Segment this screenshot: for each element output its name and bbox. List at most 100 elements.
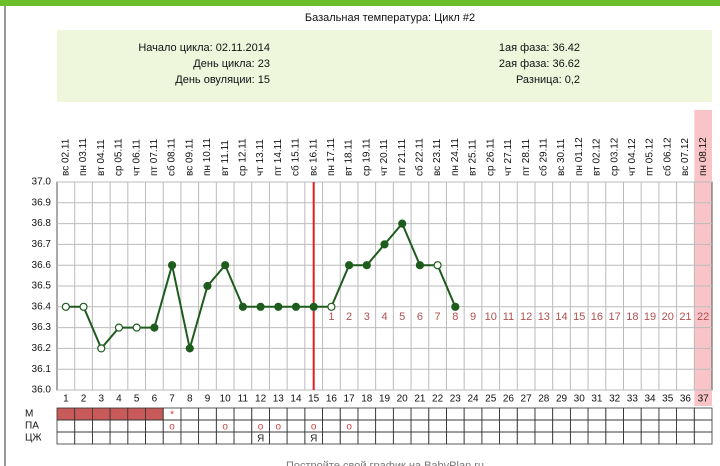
date-label: вс 02.11 <box>60 138 71 176</box>
date-label: чт 20.11 <box>379 139 390 176</box>
x-tick-label: 30 <box>574 394 586 405</box>
date-label: пт 05.12 <box>645 138 656 176</box>
y-tick-label: 36.5 <box>32 281 52 292</box>
footer: Постройте свой график на BabyPlan.ru <box>286 460 484 466</box>
row-cell <box>676 419 695 433</box>
post-ovulation-day: 15 <box>573 311 585 323</box>
date-label: ср 05.11 <box>114 138 125 176</box>
row-cell <box>357 407 377 421</box>
temperature-point <box>97 344 106 353</box>
row-cell <box>534 407 554 421</box>
date-label: вт 02.12 <box>592 138 603 176</box>
x-tick-label: 34 <box>644 394 656 405</box>
row-cell <box>92 431 111 445</box>
row-cell <box>463 407 483 421</box>
row-cell <box>233 407 253 421</box>
row-cell <box>233 431 253 445</box>
info-right: Разница: 0,2 <box>516 74 580 86</box>
row-cell <box>56 407 76 421</box>
temperature-point <box>309 302 318 311</box>
x-tick-label: 10 <box>220 394 232 405</box>
post-ovulation-day: 7 <box>435 311 441 323</box>
post-ovulation-day: 3 <box>364 311 370 323</box>
row-mark: * <box>170 410 174 421</box>
row-cell <box>499 419 518 433</box>
post-ovulation-day: 12 <box>520 311 532 323</box>
row-cell <box>375 431 394 445</box>
x-tick-label: 37 <box>698 394 710 405</box>
row-cell <box>339 407 359 421</box>
date-label: чт 27.11 <box>503 139 514 176</box>
row-cell <box>569 431 589 445</box>
x-tick-label: 17 <box>344 394 356 405</box>
date-label: пн 01.12 <box>574 137 585 176</box>
temperature-point <box>132 323 141 332</box>
row-cell <box>109 407 129 421</box>
post-ovulation-day: 19 <box>644 311 656 323</box>
row-mark: о <box>276 422 282 433</box>
row-cell <box>446 431 465 445</box>
x-tick-label: 7 <box>169 394 175 405</box>
row-cell <box>463 431 483 445</box>
row-cell <box>127 431 146 445</box>
x-tick-label: 33 <box>627 394 639 405</box>
date-label: вс 23.11 <box>432 138 443 176</box>
row-cell <box>127 407 146 421</box>
row-cell <box>499 407 518 421</box>
row-cell <box>446 419 465 433</box>
row-cell <box>428 419 447 433</box>
post-ovulation-day: 16 <box>591 311 603 323</box>
temperature-point <box>61 302 70 311</box>
date-label: чт 06.11 <box>131 139 142 176</box>
temperature-point <box>79 302 88 311</box>
x-tick-label: 11 <box>238 394 249 405</box>
temperature-point <box>150 323 159 332</box>
chart-title: Базальная температура: Цикл #2 <box>305 12 475 24</box>
row-cell <box>127 419 146 433</box>
date-label: сб 15.11 <box>290 138 302 176</box>
row-mark: Я <box>257 434 264 445</box>
row-cell <box>251 407 270 421</box>
row-cell <box>109 431 129 445</box>
row-cell <box>392 419 412 433</box>
x-tick-label: 29 <box>556 394 568 405</box>
highlight-column <box>694 110 712 406</box>
date-label: пн 08.12 <box>698 137 709 176</box>
row-label: ПА <box>25 421 39 432</box>
row-cell <box>375 419 394 433</box>
row-mark: о <box>346 422 352 433</box>
date-label: пн 17.11 <box>326 138 337 176</box>
x-tick-label: 2 <box>81 394 87 405</box>
post-ovulation-day: 14 <box>555 311 567 323</box>
x-tick-label: 22 <box>432 394 444 405</box>
info-left: День овуляции: 15 <box>175 74 270 86</box>
x-tick-label: 12 <box>255 394 267 405</box>
row-cell <box>215 431 235 445</box>
x-tick-label: 27 <box>521 394 533 405</box>
date-label: пт 07.11 <box>149 139 160 176</box>
post-ovulation-day: 9 <box>470 311 476 323</box>
date-label: ср 26.11 <box>485 138 496 176</box>
row-cell <box>322 419 341 433</box>
temperature-point <box>344 261 354 270</box>
row-cell <box>92 407 111 421</box>
temperature-point <box>362 261 371 270</box>
date-label: ср 19.11 <box>361 138 372 176</box>
row-cell <box>552 407 571 421</box>
row-cell <box>605 407 624 421</box>
date-label: сб 06.12 <box>661 137 673 176</box>
info-box <box>57 30 712 102</box>
x-tick-label: 3 <box>98 394 104 405</box>
row-cell <box>640 431 660 445</box>
row-cell <box>286 431 306 445</box>
y-tick-label: 36.1 <box>32 364 52 375</box>
row-cell <box>587 419 607 433</box>
row-cell <box>428 407 447 421</box>
row-cell <box>428 431 447 445</box>
post-ovulation-day: 21 <box>679 311 691 323</box>
row-cell <box>623 419 642 433</box>
date-label: пн 24.11 <box>450 138 461 176</box>
temperature-point <box>327 302 336 311</box>
x-tick-label: 8 <box>187 394 193 405</box>
